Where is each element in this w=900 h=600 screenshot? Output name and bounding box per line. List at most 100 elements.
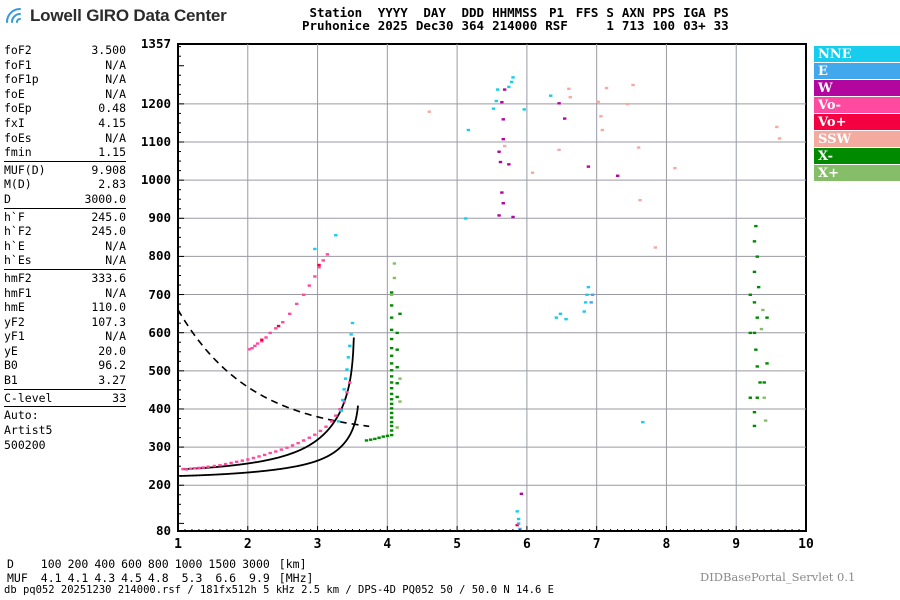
echo-point [274, 327, 278, 330]
legend-item-vo-[interactable]: Vo- [814, 97, 900, 114]
param-row: B1 3.27 [4, 373, 126, 388]
echo-point [206, 465, 210, 468]
echo-point [348, 344, 352, 348]
param-key: h`F2 [4, 224, 32, 239]
val-p1: RSF [545, 18, 568, 33]
legend-item-w[interactable]: W [814, 80, 900, 97]
echo-point [756, 285, 761, 289]
echo-point [395, 348, 399, 351]
ionogram-plot[interactable] [177, 43, 807, 532]
echo-point [389, 416, 394, 419]
param-key: foF1 [4, 57, 32, 72]
param-row: foEs N/A [4, 131, 126, 146]
legend-item-e[interactable]: E [814, 63, 900, 80]
echo-point [567, 87, 571, 91]
extraordinary-profile-trace [179, 405, 359, 477]
echo-point [562, 117, 567, 120]
echo-series-ssw [427, 83, 782, 249]
legend-item-nne[interactable]: NNE [814, 46, 900, 63]
echo-point [389, 429, 394, 432]
echo-point [398, 400, 402, 403]
param-value: 2.83 [98, 177, 126, 192]
ionogram-parameter-panel: foF2 3.500 foF1 N/A foF1p N/A foE N/A foEp 0.48 fx… [4, 43, 126, 455]
y-axis-tick-label: 400 [148, 400, 171, 416]
echo-point [350, 321, 355, 325]
echo-point [381, 435, 385, 438]
y-axis-tick-label: 80 [155, 523, 171, 538]
echo-point [557, 102, 561, 105]
echo-point [516, 517, 521, 521]
param-row: M(D) 2.83 [4, 177, 126, 192]
echo-point [334, 234, 338, 237]
legend-item-vo-[interactable]: Vo+ [814, 114, 900, 131]
param-key: h`Es [4, 253, 32, 268]
echo-point [586, 165, 591, 168]
echo-point [762, 381, 766, 384]
distance-muf-table: D 100 200 400 600 800 1000 1500 3000 [km] MUF 4.1 4.… [4, 557, 316, 585]
echo-point [373, 437, 377, 441]
echo-point [497, 150, 501, 153]
param-value: 110.0 [91, 300, 126, 315]
echo-point [389, 386, 394, 390]
echo-point [313, 275, 317, 278]
y-axis-tick-label: 1357 [140, 36, 171, 51]
dmuf-cell: 9.9 [249, 570, 270, 585]
param-group-3: hmF2 333.6 hmF1 N/A hmE 110.0 yF2 107.3 yF1 N/A yE… [4, 271, 126, 390]
col-yyyy: YYYY [377, 5, 408, 20]
echo-point [345, 368, 349, 371]
col-iga: IGA [683, 5, 706, 20]
dmuf-cell: 800 [147, 557, 169, 571]
x-axis-tick-label: 2 [243, 537, 252, 552]
dmuf-cell: 200 [67, 557, 89, 571]
echo-point [392, 276, 397, 280]
val-s: 1 [606, 18, 614, 33]
echo-point [589, 301, 593, 304]
echo-point [346, 356, 351, 359]
echo-point [590, 293, 595, 296]
echo-point [193, 467, 197, 470]
echo-point [264, 336, 268, 339]
echo-point [260, 340, 264, 343]
y-axis-tick-label: 200 [148, 477, 171, 493]
val-ddd: 364 [461, 18, 485, 33]
param-row: h`F 245.0 [4, 210, 126, 225]
param-row: hmE 110.0 [4, 300, 126, 315]
param-value: 9.908 [91, 162, 126, 177]
echo-point [558, 312, 563, 316]
echo-point [251, 456, 256, 460]
echo-point [201, 466, 205, 469]
echo-point [511, 76, 515, 79]
param-key: MUF(D) [4, 162, 46, 177]
echo-point [755, 316, 759, 319]
col-ps: PS [713, 5, 729, 20]
param-row: foF1p N/A [4, 72, 126, 87]
x-axis-tick-label: 8 [662, 537, 671, 552]
echo-point [755, 255, 759, 258]
echo-point [389, 411, 394, 415]
echo-point [761, 308, 765, 312]
echo-point [498, 160, 503, 164]
legend-item-ssw[interactable]: SSW [814, 131, 900, 148]
logo-text: Lowell GIRO Data Center [30, 6, 227, 25]
echo-point [596, 100, 600, 103]
echo-point [600, 128, 605, 132]
echo-point [218, 464, 222, 467]
legend-item-x-[interactable]: X+ [814, 165, 900, 182]
echo-point [755, 365, 759, 368]
param-value: 245.0 [91, 209, 126, 224]
echo-point [389, 433, 394, 437]
echo-point [338, 407, 342, 411]
echo-point [281, 321, 285, 324]
echo-point [389, 293, 394, 296]
echo-point [673, 166, 677, 170]
echo-point [262, 453, 267, 457]
param-key: foF1p [4, 72, 39, 87]
echo-point [197, 466, 201, 470]
legend-item-x-[interactable]: X- [814, 148, 900, 165]
echo-point [515, 510, 519, 513]
dmuf-cell: 100 [40, 557, 62, 571]
param-value: N/A [105, 86, 126, 101]
x-axis-tick-label: 9 [732, 537, 741, 552]
echo-series-x- [364, 224, 769, 442]
dmuf-cell: 600 [121, 557, 142, 571]
